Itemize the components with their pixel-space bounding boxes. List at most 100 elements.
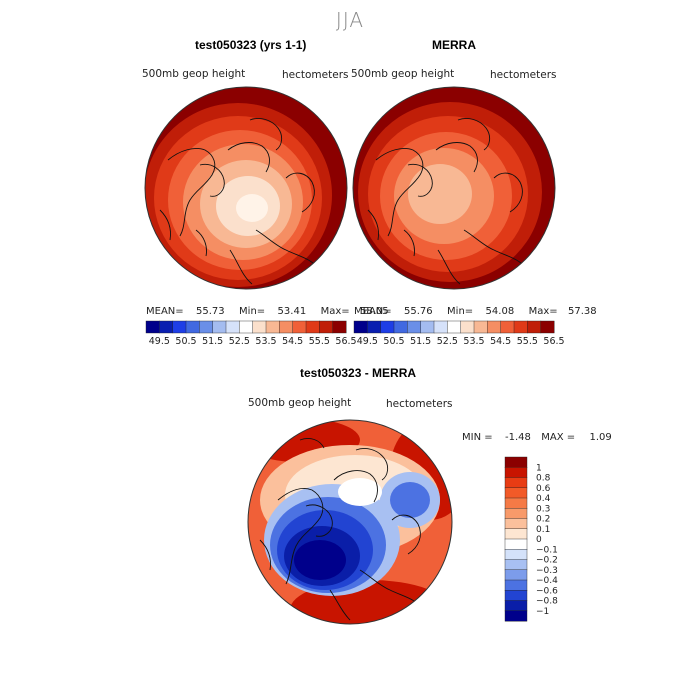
colorbar-2-tick-label: 49.5 xyxy=(357,336,378,347)
colorbar-2-tick-label: 56.5 xyxy=(543,336,564,347)
colorbar-1-swatch xyxy=(279,320,294,334)
colorbar-3-tick-label: 0.4 xyxy=(536,494,551,504)
colorbar-3-tick-label: 0.6 xyxy=(536,484,551,494)
colorbar-3-swatch xyxy=(504,456,528,468)
panel-1-title: test050323 (yrs 1-1) xyxy=(195,38,307,52)
colorbars: 49.5 50.5 51.5 52.5 53.5 54.5 55.5 56.5 49.5 50.5… xyxy=(145,320,565,622)
colorbar-3-swatch xyxy=(504,477,528,489)
panel-3-min-value: -1.48 xyxy=(505,432,531,443)
map-1-boundary xyxy=(144,86,348,290)
colorbar-1-tick-label: 50.5 xyxy=(175,336,196,347)
colorbar-3-swatch xyxy=(504,590,528,602)
colorbar-1-swatch xyxy=(212,320,227,334)
colorbar-2-swatch xyxy=(367,320,382,334)
colorbar-1-swatch xyxy=(199,320,214,334)
colorbar-2-swatch xyxy=(433,320,448,334)
colorbar-1-swatch xyxy=(305,320,320,334)
colorbar-3-tick-label: −0.6 xyxy=(536,586,558,596)
colorbar-2-swatch xyxy=(513,320,528,334)
colorbar-1-swatch xyxy=(159,320,174,334)
colorbar-3-tick-label: −0.2 xyxy=(536,556,558,566)
map-2-field xyxy=(353,87,555,289)
colorbar-3-tick-label: 0.8 xyxy=(536,474,551,484)
panel-1-mean-value: 55.73 xyxy=(196,306,225,317)
panel-3-field-label: 500mb geop height xyxy=(248,397,352,409)
colorbar-1-swatch xyxy=(319,320,334,334)
panel-1-min-label: Min= xyxy=(239,306,266,317)
colorbar-3-tick-label: 0.2 xyxy=(536,515,550,525)
colorbar-2-tick-label: 53.5 xyxy=(463,336,484,347)
colorbar-2-swatch xyxy=(353,320,368,334)
colorbar-3-swatch xyxy=(504,579,528,591)
panel-2-max-value: 57.38 xyxy=(568,306,597,317)
colorbar-1-swatch xyxy=(225,320,240,334)
panel-2-min-value: 54.08 xyxy=(485,306,515,317)
colorbar-3-swatch xyxy=(504,467,528,479)
colorbar-3-tick-label: 1 xyxy=(536,463,542,473)
map-2-coastlines xyxy=(367,117,527,285)
panel-2-mean-value: 55.76 xyxy=(404,306,433,317)
colorbar-3-tick-label: −0.4 xyxy=(536,576,558,586)
panel-2-title: MERRA xyxy=(432,38,476,52)
colorbar-3-swatch xyxy=(504,549,528,561)
panel-1-min-value: 53.41 xyxy=(277,306,307,317)
panel-3-max-label: MAX = xyxy=(541,432,576,443)
colorbar-2-tick-label: 50.5 xyxy=(383,336,404,347)
colorbar-2-tick-label: 51.5 xyxy=(410,336,431,347)
map-1 xyxy=(144,86,348,290)
panel-1-units-label: hectometers xyxy=(282,69,349,81)
colorbar-1-swatch xyxy=(332,320,347,334)
colorbar-1-swatch xyxy=(292,320,307,334)
panel-2-min-label: Min= xyxy=(447,306,474,317)
colorbar-1-swatch xyxy=(145,320,160,334)
colorbar-1-tick-label: 53.5 xyxy=(255,336,276,347)
colorbar-1-swatch xyxy=(239,320,254,334)
colorbar-1-tick-label: 52.5 xyxy=(229,336,250,347)
colorbar-2-swatch xyxy=(473,320,488,334)
colorbar-3-swatch xyxy=(504,497,528,509)
colorbar-2-swatch xyxy=(447,320,462,334)
panel-3-min-label: MIN = xyxy=(462,432,493,443)
colorbar-3-tick-label: −0.3 xyxy=(536,566,558,576)
colorbar-3-tick-label: −0.1 xyxy=(536,545,558,555)
panel-3-stats: MIN = -1.48 MAX = 1.09 xyxy=(462,432,612,443)
map-3-field xyxy=(248,420,452,624)
panel-1-field-label: 500mb geop height xyxy=(142,68,246,80)
panel-1-stats: MEAN= 55.73 Min= 53.41 Max= 58.05 xyxy=(146,306,389,317)
map-1-field xyxy=(145,87,347,289)
colorbar-1-tick-label: 54.5 xyxy=(282,336,303,347)
colorbar-2-swatch xyxy=(500,320,515,334)
colorbar-3-swatch xyxy=(504,559,528,571)
colorbar-3-swatch xyxy=(504,508,528,520)
panel-3-units-label: hectometers xyxy=(386,398,453,410)
colorbar-3-tick-label: 0.3 xyxy=(536,504,550,514)
panel-1-mean-label: MEAN= xyxy=(146,306,184,317)
map-3-boundary xyxy=(247,419,453,625)
colorbar-2-tick-label: 54.5 xyxy=(490,336,511,347)
colorbar-2-swatch xyxy=(380,320,395,334)
colorbar-3-swatch xyxy=(504,528,528,540)
colorbar-2-swatch xyxy=(393,320,408,334)
colorbar-3-swatch xyxy=(504,600,528,612)
colorbar-2-tick-label: 55.5 xyxy=(517,336,538,347)
colorbar-1-swatch xyxy=(265,320,280,334)
map-1-coastlines xyxy=(159,117,319,285)
colorbar-3-tick-label: 0.1 xyxy=(536,525,550,535)
panel-3-max-value: 1.09 xyxy=(589,432,612,443)
colorbar-1-tick-label: 49.5 xyxy=(149,336,170,347)
colorbar-1-swatch xyxy=(172,320,187,334)
colorbar-2-swatch xyxy=(460,320,475,334)
colorbar-2-swatch xyxy=(527,320,542,334)
map-3-coastlines xyxy=(259,437,423,621)
colorbar-1-tick-label: 55.5 xyxy=(309,336,330,347)
panel-1-max-value: 58.05 xyxy=(360,306,389,317)
colorbar-1-swatch xyxy=(185,320,200,334)
panel-2-stats: MEAN= 55.76 Min= 54.08 Max= 57.38 xyxy=(354,306,597,317)
colorbar-2-tick-label: 52.5 xyxy=(437,336,458,347)
panel-2-units-label: hectometers xyxy=(490,69,557,81)
colorbar-3-tick-label: −1 xyxy=(536,607,549,617)
panel-2-mean-label: MEAN= xyxy=(354,306,392,317)
colorbar-1-tick-label: 51.5 xyxy=(202,336,223,347)
colorbar-3-swatch xyxy=(504,538,528,550)
